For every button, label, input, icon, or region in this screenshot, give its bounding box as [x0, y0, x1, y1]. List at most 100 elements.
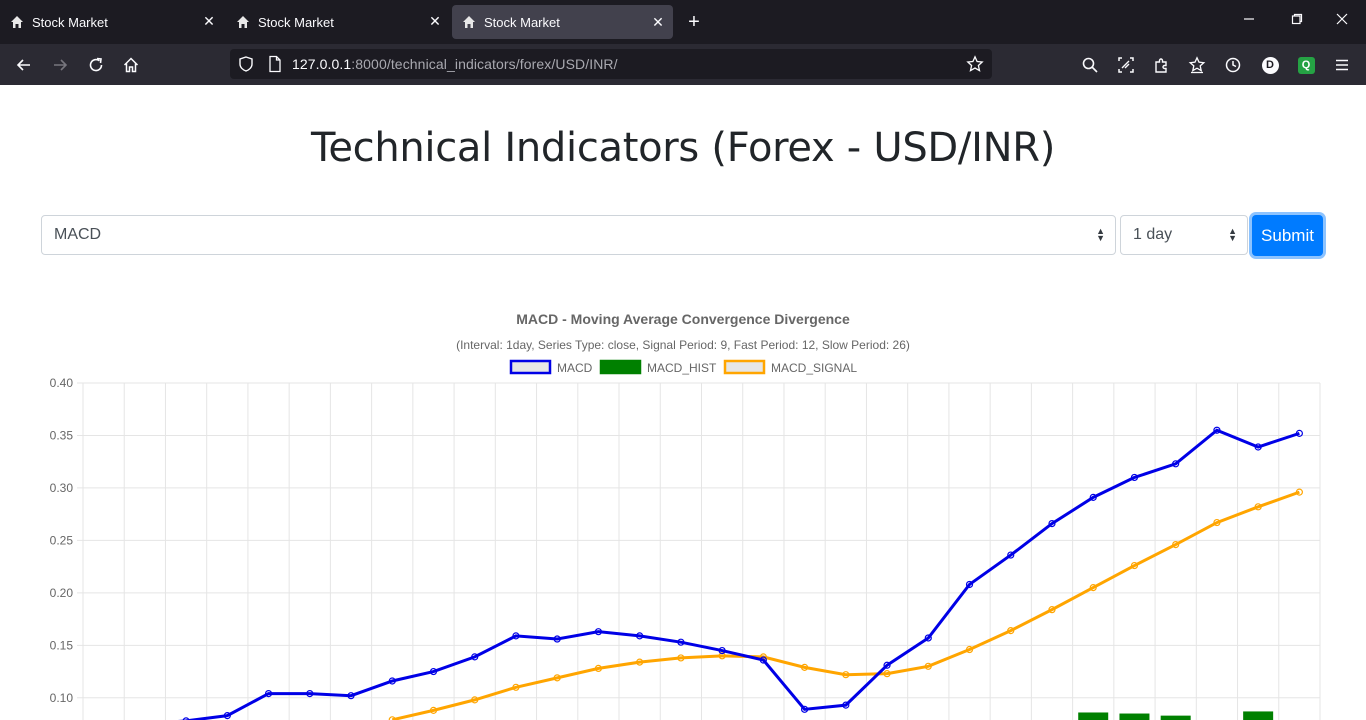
- bookmark-star-icon[interactable]: [966, 55, 984, 73]
- chart-subtitle: (Interval: 1day, Series Type: close, Sig…: [456, 338, 910, 352]
- hamburger-menu-icon: [1336, 59, 1348, 71]
- url-path: :8000/technical_indicators/forex/USD/INR…: [351, 56, 618, 72]
- history-button[interactable]: [1222, 54, 1244, 76]
- url-bar[interactable]: 127.0.0.1:8000/technical_indicators/fore…: [230, 49, 992, 79]
- bookmarks-button[interactable]: [1186, 54, 1208, 76]
- arrow-right-icon: [54, 59, 68, 71]
- macd-point: [594, 628, 603, 636]
- tab-2[interactable]: Stock Market ✕: [226, 0, 450, 44]
- puzzle-icon: [1155, 58, 1167, 73]
- page-content: Technical Indicators (Forex - USD/INR) M…: [0, 85, 1366, 720]
- macd-signal-point: [1048, 606, 1056, 614]
- macd-point: [677, 638, 685, 646]
- macd-signal-point: [1172, 540, 1180, 549]
- macd-point: [842, 701, 850, 709]
- submit-button[interactable]: Submit: [1252, 215, 1323, 256]
- chart-series: [177, 426, 1303, 720]
- tab-title: Stock Market: [32, 14, 108, 30]
- y-tick-label: 0.25: [50, 533, 74, 547]
- star-list-icon: [1188, 56, 1206, 74]
- close-icon: [1336, 13, 1348, 25]
- menu-button[interactable]: [1331, 54, 1353, 76]
- macd-point: [553, 635, 561, 643]
- macd-point: [1007, 551, 1015, 559]
- macd-point: [965, 580, 974, 589]
- extension-initial: Q: [1301, 59, 1311, 71]
- legend-swatch: [723, 359, 766, 375]
- y-axis: 0.40 0.35 0.30 0.25 0.20 0.15 0.10: [50, 376, 74, 705]
- restore-icon: [1291, 13, 1303, 25]
- indicator-select-value: MACD: [54, 226, 102, 243]
- macd-point: [471, 653, 479, 661]
- arrow-left-icon: [16, 59, 30, 71]
- home-icon: [11, 16, 23, 28]
- search-icon: [1082, 57, 1098, 73]
- reload-button[interactable]: [85, 54, 107, 76]
- extension-q-button[interactable]: Q: [1295, 54, 1317, 76]
- macd-signal-point: [594, 664, 603, 673]
- screenshot-button[interactable]: [1115, 54, 1137, 76]
- minimize-icon: [1244, 18, 1254, 20]
- profile-avatar: D: [1261, 56, 1279, 74]
- macd-signal-point: [1213, 518, 1221, 527]
- extensions-button[interactable]: [1151, 54, 1173, 76]
- macd-signal-point: [636, 658, 644, 666]
- page-title: Technical Indicators (Forex - USD/INR): [310, 125, 1056, 171]
- tab-title: Stock Market: [258, 14, 334, 30]
- macd-point: [1130, 473, 1139, 482]
- minimize-button[interactable]: [1238, 12, 1260, 32]
- macd-point: [429, 667, 438, 676]
- interval-select-value: 1 day: [1133, 226, 1173, 243]
- browser-tab-strip: Stock Market ✕ Stock Market ✕ Stock Mark…: [0, 0, 1366, 44]
- y-tick-label: 0.40: [50, 376, 74, 390]
- interval-select[interactable]: 1 day ▲ ▼: [1120, 215, 1248, 255]
- close-tab-icon[interactable]: ✕: [203, 12, 215, 29]
- macd-signal-point: [842, 671, 850, 679]
- tab-1[interactable]: Stock Market ✕: [0, 0, 224, 44]
- screenshot-icon: [1118, 57, 1134, 73]
- close-tab-icon[interactable]: ✕: [652, 13, 664, 30]
- macd-point: [883, 661, 891, 669]
- back-button[interactable]: [13, 54, 35, 76]
- macd-signal-point: [718, 652, 726, 660]
- macd-signal-point: [512, 683, 520, 691]
- restore-button[interactable]: [1286, 12, 1308, 32]
- search-button[interactable]: [1079, 54, 1101, 76]
- macd-point: [1089, 493, 1097, 501]
- y-tick-label: 0.20: [50, 586, 74, 600]
- macd-point: [1254, 443, 1262, 451]
- macd-signal-point: [1007, 627, 1015, 635]
- profile-button[interactable]: D: [1259, 54, 1281, 76]
- macd-point: [1048, 520, 1056, 528]
- hist-bar: [1243, 711, 1274, 720]
- forward-button[interactable]: [49, 54, 71, 76]
- y-tick-label: 0.10: [50, 691, 74, 705]
- shield-icon[interactable]: [237, 55, 255, 73]
- url-text: 127.0.0.1:8000/technical_indicators/fore…: [292, 56, 618, 72]
- macd-point: [264, 689, 273, 698]
- tab-3-active[interactable]: Stock Market ✕: [452, 5, 673, 39]
- extension-badge: Q: [1297, 56, 1315, 74]
- legend-swatch: [509, 359, 552, 375]
- new-tab-button[interactable]: +: [688, 11, 700, 33]
- close-window-button[interactable]: [1331, 12, 1353, 32]
- hist-bar: [1078, 712, 1109, 720]
- home-icon: [123, 57, 139, 73]
- chart-legend: MACD MACD_HIST MACD_SIGNAL: [509, 359, 857, 375]
- macd-signal-point: [1089, 584, 1097, 592]
- macd-point: [182, 717, 190, 720]
- close-tab-icon[interactable]: ✕: [429, 12, 441, 29]
- reload-icon: [89, 57, 103, 72]
- macd-point: [223, 712, 231, 720]
- macd-signal-point: [471, 696, 479, 704]
- home-button[interactable]: [120, 54, 142, 76]
- indicator-select[interactable]: MACD ▲ ▼: [41, 215, 1116, 255]
- macd-signal-point: [965, 645, 974, 654]
- macd-point: [800, 705, 809, 713]
- macd-point: [1295, 429, 1303, 437]
- macd-point: [347, 692, 355, 700]
- macd-signal-point: [1254, 503, 1262, 511]
- macd-point: [924, 634, 932, 642]
- page-icon[interactable]: [267, 55, 283, 73]
- hist-bar: [1160, 715, 1191, 720]
